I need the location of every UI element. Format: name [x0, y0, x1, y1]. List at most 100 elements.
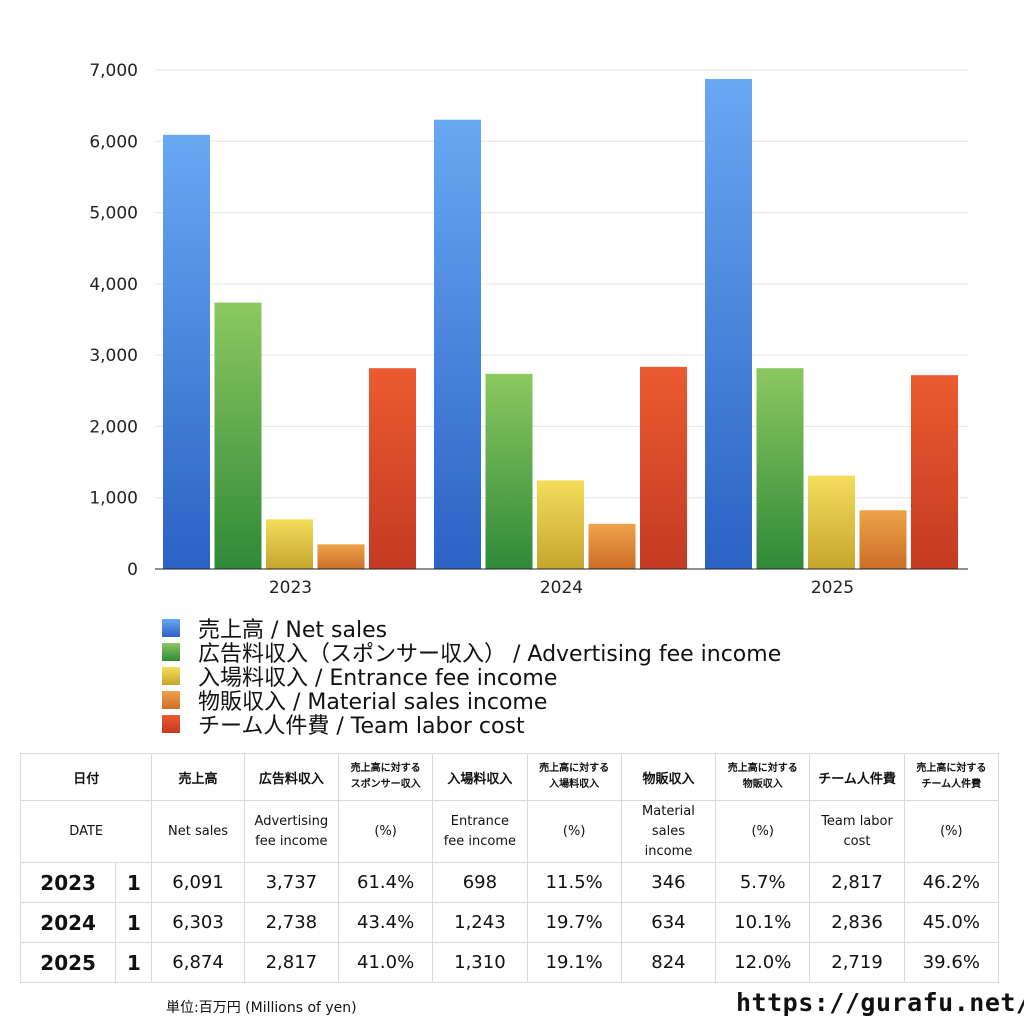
y-tick-label: 0 — [127, 560, 138, 580]
legend-label: 売上高 / Net sales — [198, 618, 388, 643]
table-cell: 2,719 — [809, 942, 905, 983]
table-header-cell: Team labor cost — [809, 800, 905, 863]
legend-label: 入場料収入 / Entrance fee income — [198, 666, 558, 691]
table-header-cell: DATE — [19, 800, 153, 863]
table-cell: 46.2% — [903, 862, 1000, 903]
table-cell: 39.6% — [903, 942, 1000, 983]
table-header-cell: Material sales income — [620, 800, 717, 863]
legend-item-labor: チーム人件費 / Team labor cost — [162, 712, 781, 739]
legend-label: 広告料収入（スポンサー収入） / Advertising fee income — [198, 642, 782, 667]
table-header-cell: (%) — [715, 800, 811, 863]
legend-swatch — [162, 643, 180, 661]
table-header-en: DATE Net sales Advertising fee income (%) Ent… — [19, 800, 1000, 863]
table-cell: 45.0% — [903, 902, 1000, 943]
legend-item-entrance: 入場料収入 / Entrance fee income — [162, 664, 781, 691]
table-header-jp: 日付 売上高 広告料収入 売上高に対する スポンサー収入 入場料収入 売上高に対する 入場料収… — [19, 753, 1000, 801]
chart-grid — [155, 69, 968, 499]
table-cell: 10.1% — [715, 902, 811, 943]
row-year: 2024 — [19, 902, 117, 943]
table-row: 2025 1 6,874 2,817 41.0% 1,310 19.1% 824 12.0% 2,… — [19, 942, 1000, 983]
row-year: 2023 — [19, 862, 117, 903]
table-cell: 634 — [620, 902, 717, 943]
table-cell: 2,836 — [809, 902, 905, 943]
row-count: 1 — [115, 902, 153, 943]
bar-2024-s2 — [537, 480, 584, 569]
legend-swatch — [162, 715, 180, 733]
legend-label: 物販収入 / Material sales income — [198, 690, 548, 715]
y-tick-label: 4,000 — [89, 275, 138, 295]
table-header-cell: 広告料収入 — [243, 753, 339, 801]
site-url[interactable]: https://gurafu.net/ — [736, 988, 1024, 1017]
table-header-cell: Advertising fee income — [243, 800, 339, 863]
chart-legend: 売上高 / Net sales 広告料収入（スポンサー収入） / Adverti… — [162, 616, 781, 739]
table-header-cell: 売上高に対する 入場料収入 — [526, 753, 622, 801]
legend-swatch — [162, 667, 180, 685]
table-header-cell: (%) — [903, 800, 1000, 863]
y-tick-label: 2,000 — [89, 417, 138, 437]
y-tick-label: 3,000 — [89, 346, 138, 366]
table-header-cell: 日付 — [19, 753, 153, 801]
table-header-cell: 物販収入 — [620, 753, 717, 801]
y-tick-label: 5,000 — [89, 204, 138, 224]
y-axis-ticks: 0 1,000 2,000 3,000 4,000 5,000 6,000 7,000 — [89, 61, 138, 580]
table-cell: 698 — [432, 862, 528, 903]
legend-item-material: 物販収入 / Material sales income — [162, 688, 781, 715]
table-cell: 5.7% — [715, 862, 811, 903]
bar-2025-s3 — [859, 510, 907, 569]
bar-2023-s4 — [369, 368, 416, 569]
bar-2025-s2 — [808, 475, 855, 569]
table-header-cell: 売上高に対する チーム人件費 — [903, 753, 1000, 801]
x-tick-label: 2025 — [811, 578, 854, 598]
bar-2025-s1 — [756, 368, 804, 569]
table-cell: 346 — [620, 862, 717, 903]
data-table: 日付 売上高 広告料収入 売上高に対する スポンサー収入 入場料収入 売上高に対する 入場料収… — [19, 753, 1000, 983]
unit-note: 単位:百万円 (Millions of yen) — [166, 1000, 357, 1016]
table-header-cell: 売上高 — [151, 753, 245, 801]
table-header-cell: Entrance fee income — [432, 800, 528, 863]
bar-2023-s1 — [214, 302, 262, 569]
table-cell: 2,738 — [243, 902, 339, 943]
table-cell: 43.4% — [337, 902, 434, 943]
table-cell: 12.0% — [715, 942, 811, 983]
table-header-cell: 売上高に対する スポンサー収入 — [337, 753, 434, 801]
table-header-cell: (%) — [337, 800, 434, 863]
row-count: 1 — [115, 862, 153, 903]
table-cell: 6,091 — [151, 862, 245, 903]
table-cell: 41.0% — [337, 942, 434, 983]
legend-item-net-sales: 売上高 / Net sales — [162, 616, 781, 643]
row-year: 2025 — [19, 942, 117, 983]
bar-2024-s4 — [640, 366, 687, 569]
table-cell: 19.7% — [526, 902, 622, 943]
table-cell: 3,737 — [243, 862, 339, 903]
legend-item-advertising: 広告料収入（スポンサー収入） / Advertising fee income — [162, 640, 781, 667]
table-header-cell: 入場料収入 — [432, 753, 528, 801]
bar-2024-s0 — [434, 119, 481, 569]
table-cell: 2,817 — [809, 862, 905, 903]
bar-2023-s3 — [317, 544, 365, 569]
row-count: 1 — [115, 942, 153, 983]
table-row: 2023 1 6,091 3,737 61.4% 698 11.5% 346 5.7% 2,817… — [19, 862, 1000, 903]
y-tick-label: 7,000 — [89, 61, 138, 81]
bar-2023-s2 — [266, 519, 313, 569]
bar-2024-s3 — [588, 523, 636, 569]
legend-swatch — [162, 691, 180, 709]
legend-label: チーム人件費 / Team labor cost — [198, 714, 525, 739]
table-cell: 61.4% — [337, 862, 434, 903]
bar-chart: 0 1,000 2,000 3,000 4,000 5,000 6,000 7,000 202… — [89, 61, 968, 598]
table-cell: 11.5% — [526, 862, 622, 903]
table-header-cell: チーム人件費 — [809, 753, 905, 801]
bar-2023-s0 — [163, 134, 210, 570]
table-cell: 6,303 — [151, 902, 245, 943]
table-row: 2024 1 6,303 2,738 43.4% 1,243 19.7% 634 10.1% 2,… — [19, 902, 1000, 943]
table-cell: 6,874 — [151, 942, 245, 983]
x-axis-ticks: 2023 2024 2025 — [269, 578, 854, 598]
bar-2024-s1 — [485, 373, 533, 569]
table-cell: 824 — [620, 942, 717, 983]
chart-bars — [163, 78, 958, 570]
table-header-cell: 売上高に対する 物販収入 — [715, 753, 811, 801]
legend-swatch — [162, 619, 180, 637]
table-cell: 1,310 — [432, 942, 528, 983]
table-header-cell: Net sales — [151, 800, 245, 863]
y-tick-label: 6,000 — [89, 132, 138, 152]
table-header-cell: (%) — [526, 800, 622, 863]
